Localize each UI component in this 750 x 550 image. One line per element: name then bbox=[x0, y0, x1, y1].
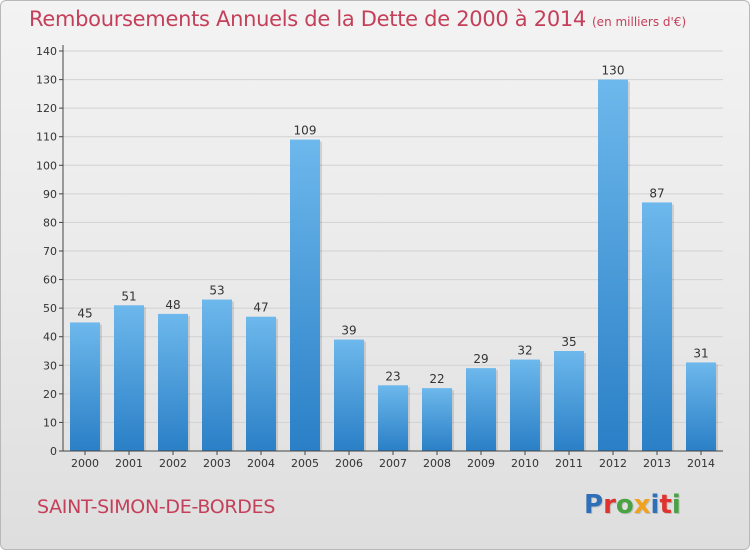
x-tick-label: 2003 bbox=[203, 457, 231, 470]
axes bbox=[59, 45, 723, 455]
chart-title-text: Remboursements Annuels de la Dette de 20… bbox=[29, 7, 586, 31]
data-label: 31 bbox=[693, 346, 708, 360]
data-label: 32 bbox=[517, 344, 532, 358]
chart-title: Remboursements Annuels de la Dette de 20… bbox=[29, 7, 686, 31]
bar bbox=[554, 351, 584, 451]
x-tick-label: 2008 bbox=[423, 457, 451, 470]
y-tick-label: 80 bbox=[43, 216, 57, 229]
y-tick-label: 30 bbox=[43, 359, 57, 372]
y-tick-label: 0 bbox=[50, 445, 57, 458]
bar bbox=[598, 79, 628, 452]
x-tick-label: 2005 bbox=[291, 457, 319, 470]
bar bbox=[290, 139, 320, 452]
data-label: 35 bbox=[561, 335, 576, 349]
bars bbox=[70, 79, 718, 452]
y-tick-label: 90 bbox=[43, 188, 57, 201]
bar bbox=[114, 305, 144, 451]
x-tick-label: 2011 bbox=[555, 457, 583, 470]
data-label: 47 bbox=[253, 301, 268, 315]
data-label: 51 bbox=[121, 289, 136, 303]
x-tick-label: 2001 bbox=[115, 457, 143, 470]
data-label: 130 bbox=[602, 64, 625, 78]
data-label: 109 bbox=[294, 124, 317, 138]
data-label: 87 bbox=[649, 186, 664, 200]
bar bbox=[422, 388, 452, 451]
bar bbox=[466, 368, 496, 451]
y-tick-label: 110 bbox=[36, 131, 57, 144]
data-label: 22 bbox=[429, 372, 444, 386]
bar bbox=[70, 322, 100, 451]
bar bbox=[510, 359, 540, 451]
y-tick-label: 60 bbox=[43, 274, 57, 287]
y-tick-label: 70 bbox=[43, 245, 57, 258]
data-label: 39 bbox=[341, 324, 356, 338]
x-tick-label: 2013 bbox=[643, 457, 671, 470]
bar bbox=[246, 316, 276, 451]
data-label: 29 bbox=[473, 352, 488, 366]
x-tick-label: 2000 bbox=[71, 457, 99, 470]
y-tick-label: 100 bbox=[36, 159, 57, 172]
labels: 0 10 20 30 40 50 60 70 80 90 100 110 120 130 140 45 2000… bbox=[36, 45, 715, 470]
y-tick-label: 50 bbox=[43, 302, 57, 315]
y-tick-label: 130 bbox=[36, 74, 57, 87]
x-tick-label: 2009 bbox=[467, 457, 495, 470]
y-tick-label: 10 bbox=[43, 416, 57, 429]
bar bbox=[334, 339, 364, 451]
x-tick-label: 2007 bbox=[379, 457, 407, 470]
data-label: 53 bbox=[209, 284, 224, 298]
x-tick-label: 2012 bbox=[599, 457, 627, 470]
proxiti-logo: Proxiti bbox=[584, 490, 681, 520]
commune-name: SAINT-SIMON-DE-BORDES bbox=[37, 496, 276, 518]
bar bbox=[642, 202, 672, 451]
data-label: 45 bbox=[77, 306, 92, 320]
x-tick-label: 2010 bbox=[511, 457, 539, 470]
x-tick-label: 2006 bbox=[335, 457, 363, 470]
chart-unit-note: (en milliers d'€) bbox=[592, 15, 687, 29]
x-tick-label: 2002 bbox=[159, 457, 187, 470]
x-tick-label: 2014 bbox=[687, 457, 715, 470]
bar bbox=[158, 313, 188, 451]
data-label: 23 bbox=[385, 369, 400, 383]
y-tick-label: 120 bbox=[36, 102, 57, 115]
y-tick-label: 40 bbox=[43, 331, 57, 344]
bar bbox=[202, 299, 232, 451]
y-tick-label: 140 bbox=[36, 45, 57, 58]
x-tick-label: 2004 bbox=[247, 457, 275, 470]
y-tick-label: 20 bbox=[43, 388, 57, 401]
data-label: 48 bbox=[165, 298, 180, 312]
bar bbox=[378, 385, 408, 451]
bar bbox=[686, 362, 716, 451]
